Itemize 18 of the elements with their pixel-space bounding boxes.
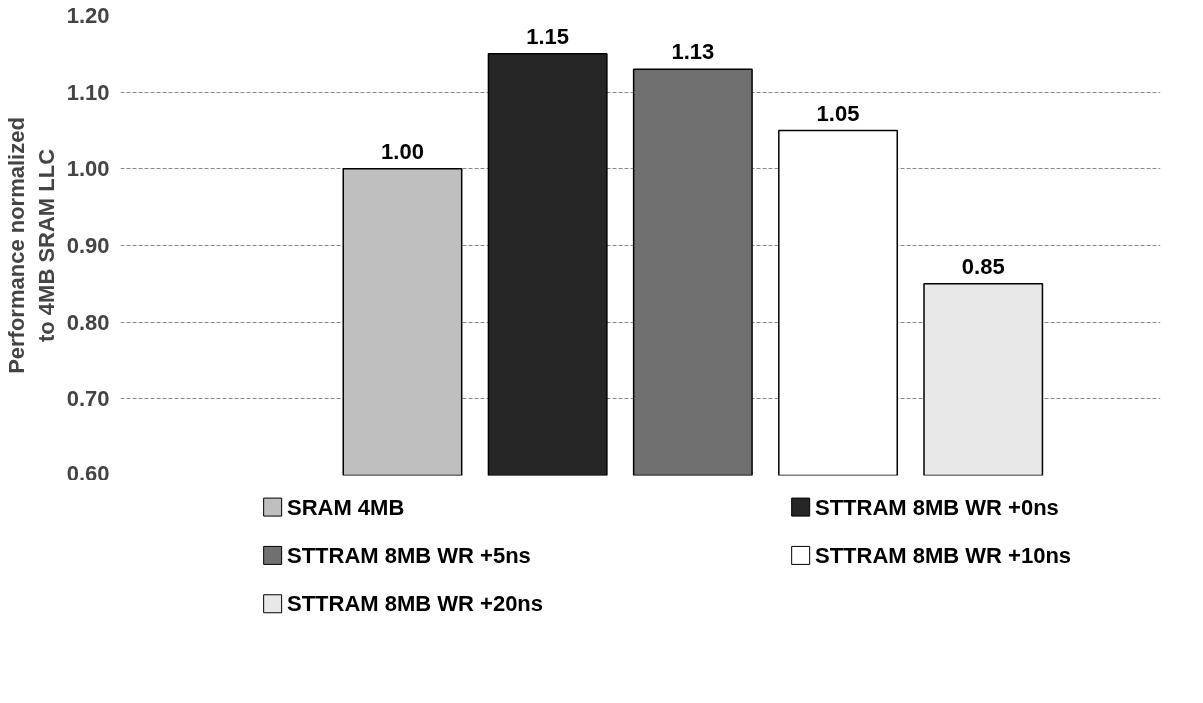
- y-tick-label: 1.00: [66, 156, 110, 182]
- y-tick-label: 0.80: [66, 309, 110, 335]
- legend-label: STTRAM 8MB WR +0ns: [814, 494, 1059, 520]
- y-tick-label: 0.90: [66, 233, 110, 258]
- y-axis-title: Performance normalized to 4MB SRAM LLC: [3, 117, 59, 374]
- legend-label: STTRAM 8MB WR +10ns: [814, 542, 1072, 568]
- data-label: 0.85: [961, 253, 1005, 279]
- legend-label: STTRAM 8MB WR +5ns: [286, 542, 531, 568]
- data-label: 1.15: [526, 23, 570, 49]
- y-tick-label: 0.60: [66, 460, 110, 486]
- legend-label: STTRAM 8MB WR +20ns: [286, 591, 544, 617]
- data-label: 1.13: [671, 39, 715, 65]
- data-label: 1.00: [381, 138, 424, 164]
- y-tick-label: 1.20: [66, 3, 110, 28]
- legend-label: SRAM 4MB: [286, 494, 405, 520]
- y-tick-label: 1.10: [66, 79, 110, 105]
- data-label: 1.05: [816, 100, 860, 126]
- y-tick-label: 0.70: [66, 386, 110, 412]
